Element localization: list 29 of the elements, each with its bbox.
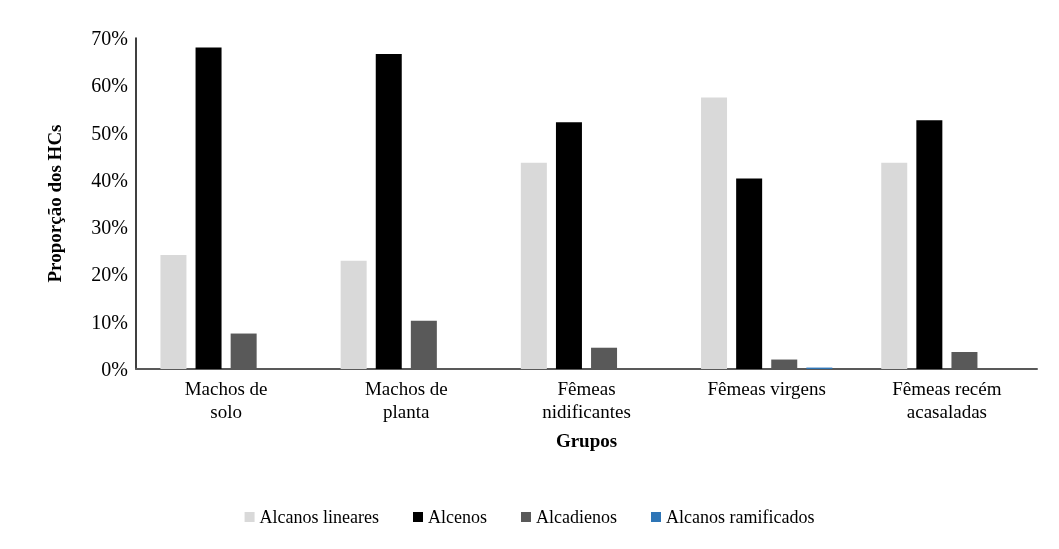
x-axis-title: Grupos [555, 430, 618, 451]
bar [375, 54, 402, 369]
y-tick-label: 70% [91, 27, 128, 49]
y-tick-label: 60% [91, 74, 128, 97]
y-tick-label: 40% [91, 168, 128, 191]
bar [736, 178, 763, 369]
legend-label: Alcenos [428, 507, 488, 527]
y-axis-title: Proporção dos HCs [44, 124, 65, 283]
x-tick-label: Machos de solo [184, 378, 268, 422]
bar [916, 120, 943, 369]
bar [555, 122, 582, 369]
legend-label: Alcadienos [536, 507, 617, 527]
bar [881, 162, 908, 369]
x-tick-label: Machos de planta [364, 378, 448, 422]
y-tick-label: 50% [91, 121, 128, 144]
y-tick-label: 20% [91, 263, 128, 286]
bar [160, 255, 187, 369]
x-tick-label: Fêmeas nidificantes [542, 378, 631, 422]
y-tick-label: 0% [101, 358, 128, 380]
bar [520, 162, 547, 369]
bar [701, 97, 728, 369]
y-tick-label: 30% [91, 216, 128, 239]
legend-label: Alcanos lineares [259, 507, 380, 527]
bar [195, 47, 222, 369]
bar [340, 260, 367, 369]
x-tick-label: Fêmeas virgens [707, 378, 826, 399]
legend-label: Alcanos ramificados [665, 507, 815, 527]
x-tick-label: Fêmeas recém acasaladas [892, 378, 1002, 422]
y-tick-label: 10% [91, 310, 128, 333]
